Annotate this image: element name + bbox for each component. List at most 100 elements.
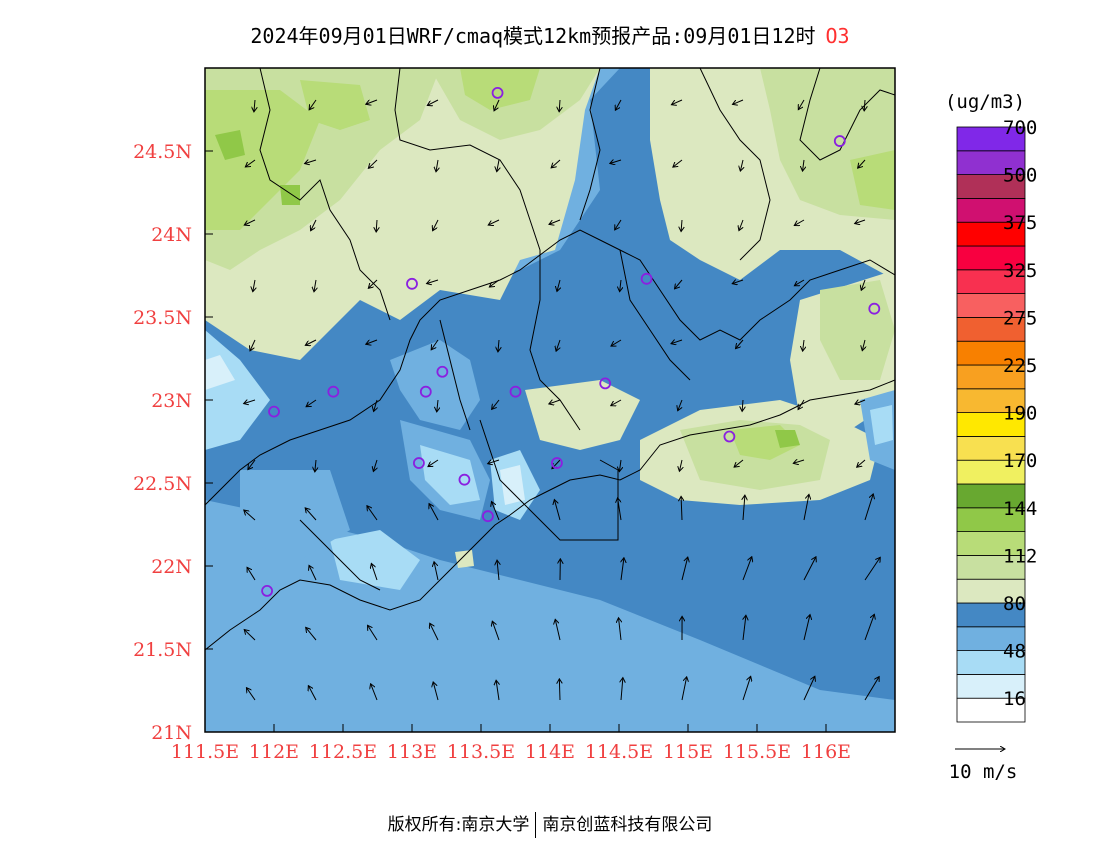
wind-arrow — [858, 159, 866, 168]
wind-arrow — [803, 159, 804, 171]
wind-arrow — [549, 219, 561, 224]
legend-unit: (ug/m3) — [945, 91, 1025, 113]
wind-arrow — [621, 558, 624, 581]
station-marker — [458, 473, 471, 486]
boundaries — [205, 68, 895, 651]
wind-arrow — [305, 508, 317, 521]
y-tick-label: 24.5N — [133, 141, 192, 163]
wind-arrow — [619, 459, 621, 472]
wind-arrow — [305, 339, 317, 345]
y-tick-label: 24N — [151, 224, 192, 246]
wind-arrow — [740, 159, 743, 171]
wind-arrow — [742, 676, 751, 701]
wind-arrow — [681, 677, 687, 701]
wind-arrow — [488, 460, 500, 464]
wind-arrow — [246, 688, 256, 701]
station-marker — [419, 385, 432, 398]
wind-arrow — [247, 567, 256, 581]
color-legend: 16 48 80 112 144 170 190 225 275 325 375 500 700 — [956, 117, 1037, 723]
wind-arrow — [488, 219, 500, 225]
x-tick-label: 112E — [249, 741, 299, 763]
wind-arrow — [681, 557, 688, 581]
wind-arrow — [855, 220, 866, 224]
wind-arrow — [309, 99, 317, 110]
wind-arrow — [556, 339, 560, 351]
x-tick-label: 111.5E — [171, 741, 239, 763]
wind-arrow — [732, 280, 744, 284]
wind-arrow — [437, 399, 438, 412]
wind-arrow — [803, 615, 810, 641]
wind-arrow — [864, 614, 874, 641]
y-tick-label: 21.5N — [133, 639, 192, 661]
legend-label: 80 — [1003, 593, 1026, 615]
legend-label: 500 — [1003, 165, 1037, 187]
footer-separator — [535, 812, 537, 838]
legend-label: 190 — [1003, 403, 1037, 425]
wind-arrow — [373, 459, 377, 471]
wind-arrow — [678, 399, 683, 411]
wind-arrow — [794, 279, 805, 286]
wind-arrow — [427, 280, 439, 284]
wind-arrow — [671, 340, 683, 344]
wind-arrow — [244, 510, 256, 521]
wind-arrow — [376, 219, 377, 232]
wind-arrow — [431, 339, 439, 350]
wind-arrow — [611, 339, 622, 346]
station-marker — [406, 277, 418, 290]
station-marker — [599, 377, 612, 390]
wind-arrow — [244, 400, 256, 404]
wind-arrow — [798, 99, 805, 110]
wind-arrow — [315, 459, 316, 472]
wind-arrow — [621, 678, 623, 701]
wind-arrow — [244, 630, 256, 641]
wind-arrow — [551, 159, 561, 168]
y-tick-label: 22.5N — [133, 473, 192, 495]
wind-arrow — [803, 339, 804, 351]
x-axis: 111.5E 112E 112.5E 113E 113.5E 114E 114.5E 115E… — [171, 724, 851, 763]
x-tick-label: 116E — [801, 741, 851, 763]
y-tick-label: 22N — [151, 556, 192, 578]
wind-arrow — [433, 682, 439, 701]
wind-arrow — [671, 99, 683, 105]
legend-label: 225 — [1003, 355, 1037, 377]
wind-arrow — [675, 279, 683, 289]
station-marker — [491, 87, 504, 99]
wind-arrow — [366, 99, 378, 104]
wind-arrow — [549, 400, 561, 404]
wind-arrow — [427, 99, 439, 105]
legend-label: 48 — [1003, 641, 1026, 663]
legend-label: 16 — [1003, 688, 1026, 710]
wind-arrow — [497, 159, 499, 172]
wind-arrow — [610, 160, 622, 163]
wind-arrow — [430, 623, 439, 641]
wind-arrow — [855, 400, 866, 404]
station-marker — [481, 510, 494, 523]
wind-arrow — [429, 504, 439, 521]
wind-arrow — [306, 399, 317, 407]
wind-arrow — [618, 618, 621, 641]
wind-arrow — [371, 563, 378, 581]
x-tick-label: 115.5E — [723, 741, 791, 763]
copyright-footer: 版权所有:南京大学 南京创蓝科技有限公司 — [0, 810, 1100, 838]
title-variable: O3 — [825, 24, 850, 48]
wind-arrow — [368, 159, 378, 168]
y-tick-label: 23.5N — [133, 307, 192, 329]
wind-arrow — [673, 159, 683, 167]
legend-label: 144 — [1003, 498, 1037, 520]
x-tick-label: 115E — [663, 741, 713, 763]
wind-arrow — [494, 99, 500, 111]
wind-arrow — [308, 686, 317, 701]
wind-arrow — [742, 557, 752, 581]
y-tick-label: 23N — [151, 390, 192, 412]
chart-title: 2024年09月01日WRF/cmaq模式12km预报产品:09月01日12时 O… — [0, 20, 1100, 49]
station-marker — [261, 585, 274, 597]
wind-arrow — [862, 339, 865, 351]
wind-arrow — [309, 565, 317, 581]
legend-label: 170 — [1003, 450, 1037, 472]
wind-arrow — [498, 339, 499, 352]
wind-arrow — [615, 99, 622, 110]
wind-arrow — [559, 99, 560, 112]
station-marker — [833, 135, 846, 147]
wind-arrow — [864, 99, 865, 111]
